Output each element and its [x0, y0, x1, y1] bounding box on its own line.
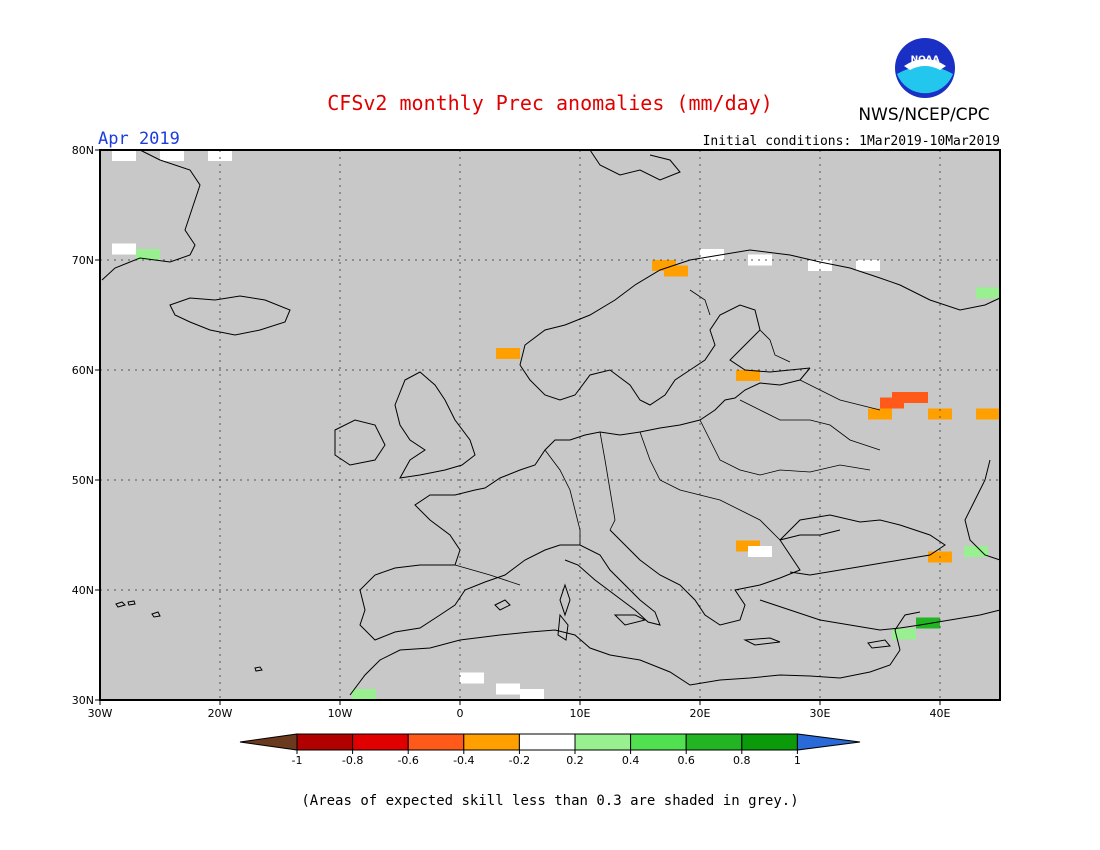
lat-tick-label: 70N	[72, 254, 94, 267]
lat-tick-label: 40N	[72, 584, 94, 597]
lat-tick-label: 30N	[72, 694, 94, 707]
anomaly-cell	[916, 617, 940, 629]
anomaly-cell	[976, 287, 1000, 299]
anomaly-cell	[112, 243, 136, 255]
colorbar-tick-label: -1	[292, 754, 303, 767]
lon-tick-label: 10W	[328, 707, 353, 720]
colorbar-tick-label: -0.6	[397, 754, 418, 767]
lat-tick-label: 50N	[72, 474, 94, 487]
lon-tick-label: 40E	[930, 707, 951, 720]
colorbar-tick-label: 1	[794, 754, 801, 767]
anomaly-cell	[136, 249, 160, 260]
colorbar-tick-label: -0.2	[509, 754, 530, 767]
anomaly-cell	[496, 683, 520, 695]
anomaly-cell	[160, 150, 184, 161]
agency-label: NWS/NCEP/CPC	[858, 105, 989, 125]
colorbar-tick-label: -0.4	[453, 754, 474, 767]
anomaly-cell	[748, 546, 772, 557]
colorbar-swatch	[685, 733, 743, 751]
anomaly-cell	[460, 672, 484, 684]
anomaly-cell	[208, 150, 232, 161]
map-panel: 30W 20W 10W 0 10E 20E 30E 40E 80N 70N 60N 50N 40N 30N	[72, 144, 1001, 720]
anomaly-cell	[904, 392, 928, 403]
lon-tick-label: 30E	[810, 707, 831, 720]
anomaly-cell	[928, 408, 952, 420]
colorbar-tick-label: 0.8	[733, 754, 751, 767]
coastlines	[101, 149, 1001, 696]
anomaly-cell	[892, 628, 916, 640]
noaa-logo-text: NOAA	[911, 55, 940, 65]
month-label: Apr 2019	[98, 129, 180, 149]
colorbar-swatch	[352, 733, 409, 751]
anomaly-cell	[520, 689, 544, 700]
footnote: (Areas of expected skill less than 0.3 a…	[301, 793, 798, 809]
colorbar-tick-label: -0.8	[342, 754, 363, 767]
lon-tick-label: 10E	[570, 707, 591, 720]
noaa-logo: NOAA	[895, 38, 955, 98]
colorbar-swatch	[296, 733, 354, 751]
anomaly-cell	[856, 260, 880, 271]
colorbar-tick-label: 0.4	[622, 754, 640, 767]
anomaly-cell	[808, 260, 832, 271]
anomaly-cell	[700, 249, 724, 260]
colorbar: -1 -0.8 -0.6 -0.4 -0.2 0.2 0.4 0.6 0.8 1	[239, 733, 861, 767]
lon-tick-label: 0	[457, 707, 464, 720]
colorbar-swatch	[574, 733, 632, 751]
anomaly-cell	[736, 370, 760, 381]
colorbar-tick-label: 0.6	[677, 754, 695, 767]
colorbar-swatch	[463, 733, 520, 751]
anomaly-cell	[496, 348, 520, 359]
colorbar-swatch	[630, 733, 687, 751]
colorbar-tick-label: 0.2	[566, 754, 584, 767]
lat-tick-label: 80N	[72, 144, 94, 157]
initial-conditions: Initial conditions: 1Mar2019-10Mar2019	[703, 134, 1000, 149]
anomaly-cell	[352, 689, 376, 700]
map-ticks: 30W 20W 10W 0 10E 20E 30E 40E 80N 70N 60N 50N 40N 30N	[72, 144, 951, 720]
lon-tick-label: 30W	[88, 707, 113, 720]
colorbar-swatch	[518, 733, 576, 751]
anomaly-cell	[976, 408, 1000, 420]
map-title: CFSv2 monthly Prec anomalies (mm/day)	[327, 91, 773, 115]
anomaly-cell	[664, 265, 688, 277]
map-background	[100, 150, 1000, 700]
lon-tick-label: 20E	[690, 707, 711, 720]
lon-tick-label: 20W	[208, 707, 233, 720]
anomaly-cell	[868, 408, 892, 420]
colorbar-arrow-high	[796, 733, 861, 751]
anomaly-cell	[112, 150, 136, 161]
map-grid	[100, 150, 1000, 700]
colorbar-arrow-low	[239, 733, 298, 751]
anomaly-cell	[880, 397, 904, 409]
anomaly-cell	[964, 546, 988, 557]
lat-tick-label: 60N	[72, 364, 94, 377]
colorbar-swatch	[741, 733, 798, 751]
colorbar-swatch	[407, 733, 465, 751]
map-frame	[99, 149, 1001, 701]
